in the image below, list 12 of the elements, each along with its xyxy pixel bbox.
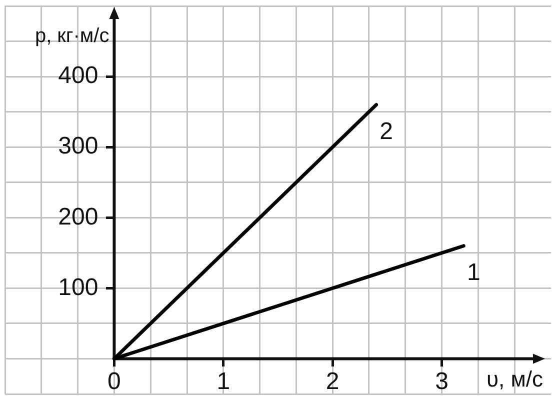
y-tick-label: 200 [58, 203, 98, 230]
y-axis-title: p, кг·м/с [34, 25, 110, 47]
x-tick-label: 2 [326, 368, 340, 395]
x-axis-title: υ, м/с [486, 366, 543, 392]
x-tick-label: 0 [108, 368, 121, 395]
y-tick-label: 100 [58, 274, 98, 301]
y-tick-label: 400 [58, 62, 98, 90]
series-label: 2 [380, 118, 393, 145]
series-label: 1 [466, 258, 480, 286]
y-tick-label: 300 [58, 132, 98, 160]
x-tick-label: 1 [216, 368, 230, 395]
x-tick-label: 3 [435, 368, 448, 395]
